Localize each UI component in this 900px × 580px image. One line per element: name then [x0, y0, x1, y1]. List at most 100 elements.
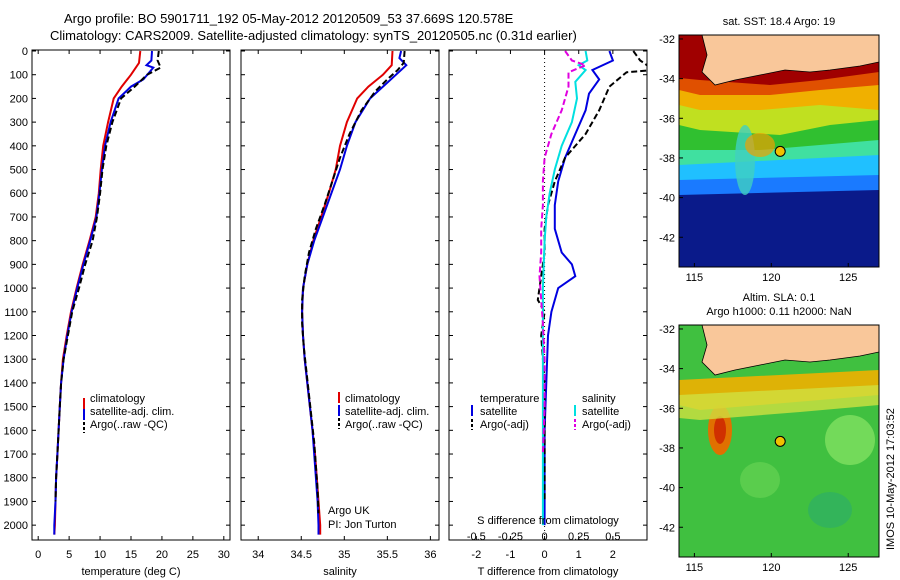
map-y-tick-label: -32: [659, 324, 675, 336]
y-tick-label: 800: [10, 236, 28, 248]
legend-label-climatology: climatology: [90, 393, 146, 405]
legend-label-t-argo: Argo(-adj): [480, 419, 529, 431]
legend-title-temperature: temperature: [480, 393, 539, 405]
salinity-panel: 34 34.5 35 35.5 36 climatology satellite-adj…: [240, 49, 440, 578]
temperature-series: [53, 50, 162, 535]
y-tick-label: 700: [10, 212, 28, 224]
salinity-xlabel: salinity: [323, 566, 357, 578]
s-difference-label: S difference from climatology: [477, 515, 619, 527]
map-x-tick-label: 125: [839, 272, 857, 284]
y-tick-label: 200: [10, 93, 28, 105]
difference-panel: -2 -1 0 1 2 -0.5 -0.25 0 0.25 0.5 temperature sal…: [448, 49, 648, 578]
sla-map-frame: [678, 324, 880, 558]
y-tick-label: 900: [10, 259, 28, 271]
y-tick-label: 1200: [4, 330, 28, 342]
legend-label-climatology: climatology: [345, 393, 401, 405]
x-tick-label: 0: [542, 549, 548, 561]
salinity-series: [301, 50, 408, 535]
x-tick-label: 25: [187, 549, 199, 561]
sla-map-image: [679, 325, 879, 557]
map-y-tick-label: -40: [659, 193, 675, 205]
figure-title-line2: Climatology: CARS2009. Satellite-adjuste…: [50, 28, 577, 43]
y-tick-label: 1500: [4, 402, 28, 414]
sla-map: Altim. SLA: 0.1 Argo h1000: 0.11 h2000: …: [659, 292, 880, 574]
salinity-legend: climatology satellite-adj. clim. Argo(..…: [338, 392, 429, 431]
t-difference-xlabel: T difference from climatology: [478, 566, 619, 578]
series-argo-raw-qc: [54, 50, 162, 502]
map-y-tick-label: -34: [659, 364, 675, 376]
x-tick-label: 2: [610, 549, 616, 561]
x-tick-label: 30: [218, 549, 230, 561]
pi-annotation: PI: Jon Turton: [328, 519, 396, 531]
y-tick-label: 1600: [4, 425, 28, 437]
s-tick-label: 0.25: [568, 531, 589, 543]
y-tick-label: 1000: [4, 283, 28, 295]
x-tick-label: 35: [338, 549, 350, 561]
map-y-tick-label: -34: [659, 74, 675, 86]
x-tick-label: 5: [66, 549, 72, 561]
y-tick-label: 1100: [4, 307, 28, 319]
map-y-tick-label: -42: [659, 232, 675, 244]
temperature-panel: 0100200300400500600700800900100011001200…: [4, 46, 231, 578]
temperature-ticks: 0100200300400500600700800900100011001200…: [4, 46, 230, 561]
legend-label-t-satellite: satellite: [480, 406, 517, 418]
y-tick-label: 0: [22, 46, 28, 58]
map-y-tick-label: -36: [659, 403, 675, 415]
s-tick-label: -0.25: [498, 531, 523, 543]
series-temperature-argo-adj: [536, 50, 647, 502]
map-y-tick-label: -36: [659, 113, 675, 125]
sla-map-title-line2: Argo h1000: 0.11 h2000: NaN: [706, 306, 851, 318]
difference-legend: temperature salinity satellite Argo(-adj…: [471, 393, 631, 431]
y-tick-label: 1900: [4, 496, 28, 508]
argo-float-marker: [774, 145, 786, 157]
legend-label-s-argo: Argo(-adj): [582, 419, 631, 431]
sla-map-title-line1: Altim. SLA: 0.1: [743, 292, 816, 304]
x-tick-label: 34: [252, 549, 264, 561]
sst-map-ticks: 115 120 125 -32 -34 -36 -38 -40 -42: [659, 34, 857, 284]
legend-label-argo: Argo(..raw -QC): [90, 419, 168, 431]
map-x-tick-label: 115: [686, 272, 704, 284]
temperature-xlabel: temperature (deg C): [81, 566, 180, 578]
x-tick-label: 1: [576, 549, 582, 561]
legend-label-satellite: satellite-adj. clim.: [345, 406, 429, 418]
series-temperature-satellite: [543, 50, 615, 526]
salinity-axes-box: [240, 49, 440, 541]
argo-uk-annotation: Argo UK: [328, 505, 370, 517]
salinity-ticks: 34 34.5 35 35.5 36: [241, 50, 439, 561]
series-argo-raw-qc: [301, 50, 406, 514]
argo-float-marker: [774, 435, 786, 447]
australia-landmass: [701, 35, 879, 86]
legend-title-salinity: salinity: [582, 393, 616, 405]
sst-map-frame: [678, 34, 880, 268]
series-salinity-argo-adj: [538, 50, 589, 455]
sst-map-title: sat. SST: 18.4 Argo: 19: [723, 16, 836, 28]
y-tick-label: 300: [10, 117, 28, 129]
x-tick-label: 10: [94, 549, 106, 561]
y-tick-label: 100: [10, 70, 28, 82]
x-tick-label: 15: [125, 549, 137, 561]
s-tick-label: -0.5: [467, 531, 486, 543]
x-tick-label: -2: [471, 549, 481, 561]
x-tick-label: 34.5: [291, 549, 312, 561]
map-y-tick-label: -42: [659, 522, 675, 534]
y-tick-label: 1700: [4, 449, 28, 461]
s-tick-label: 0.5: [605, 531, 620, 543]
legend-label-argo: Argo(..raw -QC): [345, 419, 423, 431]
legend-label-s-satellite: satellite: [582, 406, 619, 418]
map-x-tick-label: 125: [839, 562, 857, 574]
map-y-tick-label: -32: [659, 34, 675, 46]
difference-series: [536, 50, 647, 526]
map-y-tick-label: -40: [659, 483, 675, 495]
map-x-tick-label: 120: [762, 562, 780, 574]
x-tick-label: 35.5: [377, 549, 398, 561]
figure-title-line1: Argo profile: BO 5901711_192 05-May-2012…: [64, 11, 514, 26]
y-tick-label: 1300: [4, 354, 28, 366]
sst-map-image: [679, 35, 879, 267]
y-tick-label: 600: [10, 188, 28, 200]
map-x-tick-label: 115: [686, 562, 704, 574]
sla-map-ticks: 115 120 125 -32 -34 -36 -38 -40 -42: [659, 324, 857, 574]
y-tick-label: 1800: [4, 473, 28, 485]
s-tick-label: 0: [542, 531, 548, 543]
map-y-tick-label: -38: [659, 153, 675, 165]
